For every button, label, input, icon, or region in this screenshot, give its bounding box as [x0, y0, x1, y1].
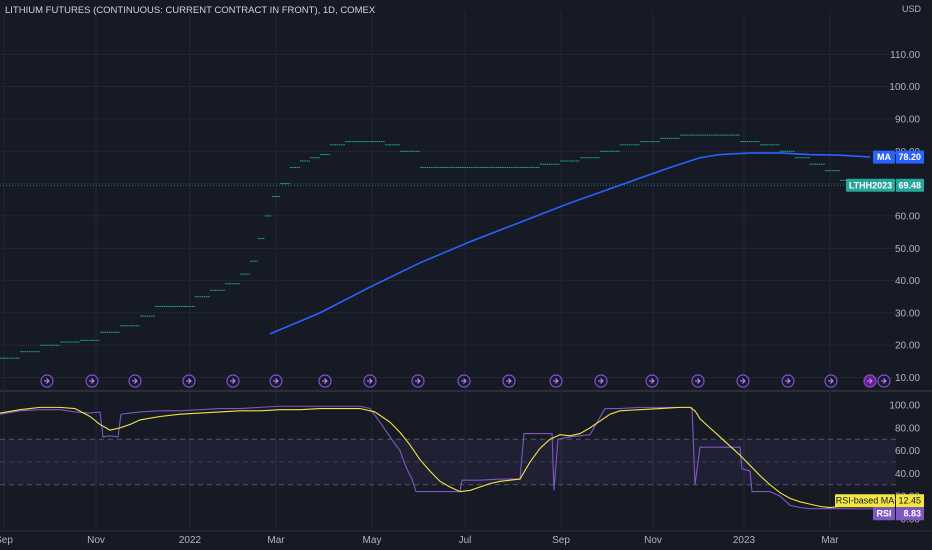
event-marker-arrow — [553, 378, 559, 384]
ma-series — [269, 152, 871, 335]
event-marker-icon[interactable] — [502, 374, 516, 388]
price-tick-label: 10.00 — [895, 373, 920, 384]
time-tick-label: Sep — [552, 535, 570, 546]
price-tick-label: 60.00 — [895, 211, 920, 222]
event-marker-icon[interactable] — [318, 374, 332, 388]
price-tick-label: 30.00 — [895, 308, 920, 319]
price-tick-label: 100.00 — [889, 82, 920, 93]
event-marker-icon[interactable] — [40, 374, 54, 388]
event-marker-icon[interactable] — [363, 374, 377, 388]
rsi-ma-name-label: RSI-based MA — [836, 496, 895, 506]
rsi-tick-label: 40.00 — [895, 469, 920, 480]
ma-name-tag — [873, 150, 895, 164]
event-marker-arrow — [598, 378, 604, 384]
price-value-label: 69.48 — [898, 180, 921, 190]
ma-value-tag — [896, 150, 924, 164]
event-marker-arrow — [506, 378, 512, 384]
rsi-band-fill — [0, 439, 896, 485]
event-marker-arrow — [230, 378, 236, 384]
price-unit: USD — [902, 4, 922, 14]
event-markers[interactable] — [40, 374, 891, 388]
rsi-tick-label: 60.00 — [895, 446, 920, 457]
price-tick-label: 110.00 — [890, 50, 920, 61]
price-name-label: LTHH2023 — [849, 180, 892, 190]
rsi-band — [0, 438, 896, 486]
time-tick-label: May — [363, 535, 382, 546]
event-marker-icon[interactable] — [645, 374, 659, 388]
event-marker-icon[interactable] — [877, 374, 891, 388]
price-value-tag — [896, 178, 924, 192]
rsi-series — [0, 405, 881, 510]
event-marker-arrow — [44, 378, 50, 384]
rsi-tick-label: 80.00 — [895, 423, 920, 434]
event-marker-icon[interactable] — [549, 374, 563, 388]
event-marker-arrow — [649, 378, 655, 384]
value-tags: MA 78.20 LTHH2023 69.48 RSI-based MA 12.45 RSI… — [835, 150, 924, 521]
event-marker-arrow — [881, 378, 887, 384]
chart-title: LITHIUM FUTURES (CONTINUOUS: CURRENT CON… — [5, 5, 376, 16]
event-marker-arrow — [461, 378, 467, 384]
event-marker-arrow — [695, 378, 701, 384]
event-marker-arrow — [186, 378, 192, 384]
event-marker-icon[interactable] — [411, 374, 425, 388]
rsi-ma-value-label: 12.45 — [898, 496, 921, 506]
time-tick-label: Mar — [267, 535, 285, 546]
time-tick-label: 2023 — [733, 535, 756, 546]
event-marker-icon[interactable] — [457, 374, 471, 388]
event-marker-arrow — [740, 378, 746, 384]
rsi-value-label: 8.83 — [903, 509, 921, 519]
grid — [0, 12, 932, 532]
rsi-tick-label: 100.00 — [889, 401, 920, 412]
rsi-ma-line — [0, 406, 881, 509]
event-marker-icon[interactable] — [128, 374, 142, 388]
rsi-ma-name-tag — [835, 494, 895, 508]
event-marker-arrow — [867, 378, 873, 384]
price-name-tag — [846, 178, 895, 192]
event-marker-arrow — [415, 378, 421, 384]
event-marker-icon[interactable] — [269, 374, 283, 388]
time-tick-label: Mar — [821, 535, 839, 546]
event-marker-arrow — [132, 378, 138, 384]
price-tick-label: 50.00 — [895, 244, 920, 255]
price-tick-label: 90.00 — [895, 114, 920, 125]
event-marker-arrow — [367, 378, 373, 384]
time-tick-label: Jul — [459, 535, 472, 546]
time-tick-label: Nov — [87, 535, 105, 546]
event-marker-arrow — [322, 378, 328, 384]
event-marker-icon[interactable] — [85, 374, 99, 388]
rsi-ma-value-tag — [896, 494, 924, 508]
event-marker-icon[interactable] — [824, 374, 838, 388]
event-marker-icon[interactable] — [226, 374, 240, 388]
event-marker-icon[interactable] — [736, 374, 750, 388]
event-marker-arrow — [273, 378, 279, 384]
event-marker-icon[interactable] — [781, 374, 795, 388]
event-marker-icon[interactable] — [182, 374, 196, 388]
ma-name-label: MA — [877, 152, 891, 162]
event-marker-icon[interactable] — [863, 374, 877, 388]
event-marker-arrow — [785, 378, 791, 384]
time-tick-label: 2022 — [179, 535, 202, 546]
ma-value-label: 78.20 — [898, 152, 921, 162]
price-tick-label: 40.00 — [895, 276, 920, 287]
rsi-name-label: RSI — [876, 509, 891, 519]
ma-line — [269, 152, 871, 335]
rsi-value-tag — [896, 507, 924, 521]
rsi-line — [0, 405, 881, 510]
price-tick-label: 20.00 — [895, 341, 920, 352]
event-marker-icon[interactable] — [691, 374, 705, 388]
rsi-name-tag — [873, 507, 895, 521]
price-series — [0, 134, 896, 359]
time-tick-label: Nov — [644, 535, 662, 546]
time-tick-label: Sep — [0, 535, 13, 546]
event-marker-arrow — [828, 378, 834, 384]
event-marker-icon[interactable] — [594, 374, 608, 388]
event-marker-arrow — [89, 378, 95, 384]
time-axis[interactable]: Sep Nov 2022 Mar May Jul Sep Nov 2023 Mar — [0, 535, 839, 546]
